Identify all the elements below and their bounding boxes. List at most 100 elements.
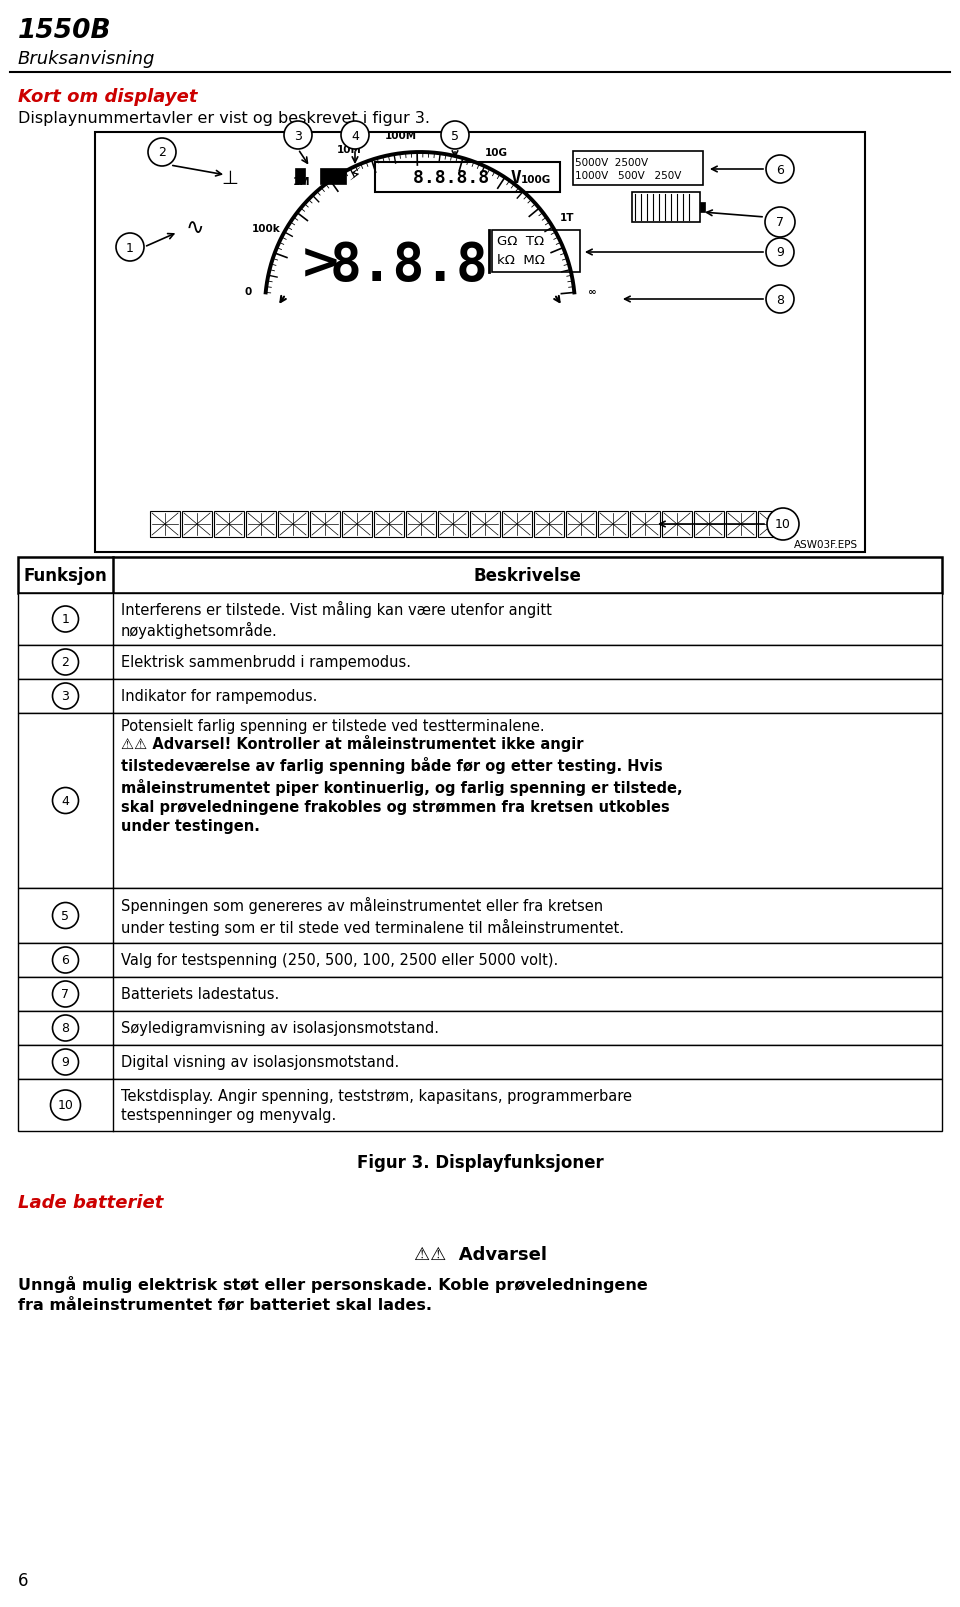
Text: 6: 6 [61, 955, 69, 967]
Bar [320, 169, 346, 185]
Text: 1: 1 [61, 614, 69, 627]
Text: 2: 2 [158, 146, 166, 159]
Text: kΩ  MΩ: kΩ MΩ [497, 254, 545, 267]
Text: ∿: ∿ [185, 219, 204, 238]
Bar [470, 511, 500, 538]
Text: Funksjon: Funksjon [24, 567, 108, 585]
Bar [150, 511, 180, 538]
Bar [18, 646, 942, 680]
Bar [182, 511, 212, 538]
Bar [18, 714, 942, 889]
Text: 2: 2 [61, 656, 69, 669]
Text: 5: 5 [451, 130, 459, 143]
Bar [342, 511, 372, 538]
Circle shape [53, 903, 79, 929]
Text: 3: 3 [294, 130, 302, 143]
Text: Interferens er tilstede. Vist måling kan være utenfor angitt
nøyaktighetsområde.: Interferens er tilstede. Vist måling kan… [121, 599, 552, 640]
Text: 8.8.8.8  V: 8.8.8.8 V [413, 169, 522, 186]
Text: 9: 9 [776, 246, 784, 259]
Text: ⚠⚠ Advarsel! Kontroller at måleinstrumentet ikke angir
tilstedeværelse av farlig: ⚠⚠ Advarsel! Kontroller at måleinstrumen… [121, 734, 683, 834]
Text: 10G: 10G [485, 148, 508, 157]
Text: Lade batteriet: Lade batteriet [18, 1194, 163, 1212]
Circle shape [767, 509, 799, 540]
Text: 100k: 100k [252, 225, 280, 235]
Text: Unngå mulig elektrisk støt eller personskade. Koble prøveledningene
fra måleinst: Unngå mulig elektrisk støt eller persons… [18, 1276, 648, 1311]
Circle shape [53, 982, 79, 1008]
Bar [278, 511, 308, 538]
Circle shape [53, 1016, 79, 1041]
Circle shape [51, 1090, 81, 1120]
Text: Figur 3. Displayfunksjoner: Figur 3. Displayfunksjoner [356, 1154, 604, 1172]
Text: 100G: 100G [521, 175, 552, 185]
Text: Beskrivelse: Beskrivelse [473, 567, 582, 585]
Text: 0: 0 [244, 286, 252, 297]
Text: 6: 6 [18, 1572, 29, 1589]
Bar [246, 511, 276, 538]
Bar [534, 511, 564, 538]
Bar [694, 511, 724, 538]
Text: 4: 4 [61, 794, 69, 807]
Bar [95, 133, 865, 553]
Text: 100M: 100M [385, 130, 417, 141]
Text: Potensielt farlig spenning er tilstede ved testterminalene.: Potensielt farlig spenning er tilstede v… [121, 718, 544, 733]
Circle shape [148, 138, 176, 167]
Bar [18, 680, 942, 714]
Bar [406, 511, 436, 538]
Bar [566, 511, 596, 538]
Text: 8: 8 [61, 1022, 69, 1035]
Circle shape [116, 235, 144, 262]
Text: 1: 1 [126, 241, 134, 254]
Text: 8: 8 [776, 294, 784, 307]
Circle shape [765, 207, 795, 238]
Bar [375, 162, 560, 193]
Text: 5: 5 [61, 910, 69, 922]
Text: 1000V   500V   250V: 1000V 500V 250V [575, 170, 682, 182]
Bar [18, 943, 942, 977]
Bar [700, 202, 705, 212]
Circle shape [341, 122, 369, 149]
Circle shape [766, 156, 794, 183]
Bar [632, 193, 700, 223]
Circle shape [284, 122, 312, 149]
Circle shape [53, 649, 79, 675]
Text: 10: 10 [58, 1099, 73, 1112]
Bar [18, 889, 942, 943]
Text: 1550B: 1550B [18, 18, 111, 43]
Text: 1T: 1T [561, 212, 575, 222]
Text: Elektrisk sammenbrudd i rampemodus.: Elektrisk sammenbrudd i rampemodus. [121, 656, 411, 670]
Text: Spenningen som genereres av måleinstrumentet eller fra kretsen
under testing som: Spenningen som genereres av måleinstrume… [121, 897, 624, 935]
Bar [18, 1080, 942, 1131]
Text: Valg for testspenning (250, 500, 100, 2500 eller 5000 volt).: Valg for testspenning (250, 500, 100, 25… [121, 953, 559, 967]
Text: Batteriets ladestatus.: Batteriets ladestatus. [121, 987, 279, 1001]
Bar [18, 558, 942, 593]
Text: GΩ  TΩ: GΩ TΩ [497, 235, 544, 247]
Text: ⊥: ⊥ [222, 169, 238, 188]
Bar [662, 511, 692, 538]
Bar [758, 511, 788, 538]
Text: Digital visning av isolasjonsmotstand.: Digital visning av isolasjonsmotstand. [121, 1054, 399, 1070]
Bar [492, 231, 580, 273]
Bar [18, 977, 942, 1011]
Bar [18, 1011, 942, 1045]
Text: Indikator for rampemodus.: Indikator for rampemodus. [121, 689, 318, 704]
Bar [295, 169, 305, 185]
Text: Kort om displayet: Kort om displayet [18, 88, 198, 106]
Circle shape [766, 286, 794, 313]
Text: 7: 7 [776, 217, 784, 230]
Circle shape [766, 239, 794, 267]
Bar [18, 593, 942, 646]
Circle shape [53, 683, 79, 710]
Bar [726, 511, 756, 538]
Circle shape [53, 787, 79, 815]
Text: ⚡: ⚡ [348, 167, 361, 185]
Text: Tekstdisplay. Angir spenning, teststrøm, kapasitans, programmerbare
testspenning: Tekstdisplay. Angir spenning, teststrøm,… [121, 1088, 632, 1122]
Text: ∞: ∞ [588, 286, 596, 297]
Bar [502, 511, 532, 538]
Text: 3: 3 [61, 689, 69, 704]
Text: 4: 4 [351, 130, 359, 143]
Text: ASW03F.EPS: ASW03F.EPS [794, 540, 858, 550]
Circle shape [53, 1049, 79, 1075]
Circle shape [53, 606, 79, 633]
Bar [630, 511, 660, 538]
Bar [374, 511, 404, 538]
